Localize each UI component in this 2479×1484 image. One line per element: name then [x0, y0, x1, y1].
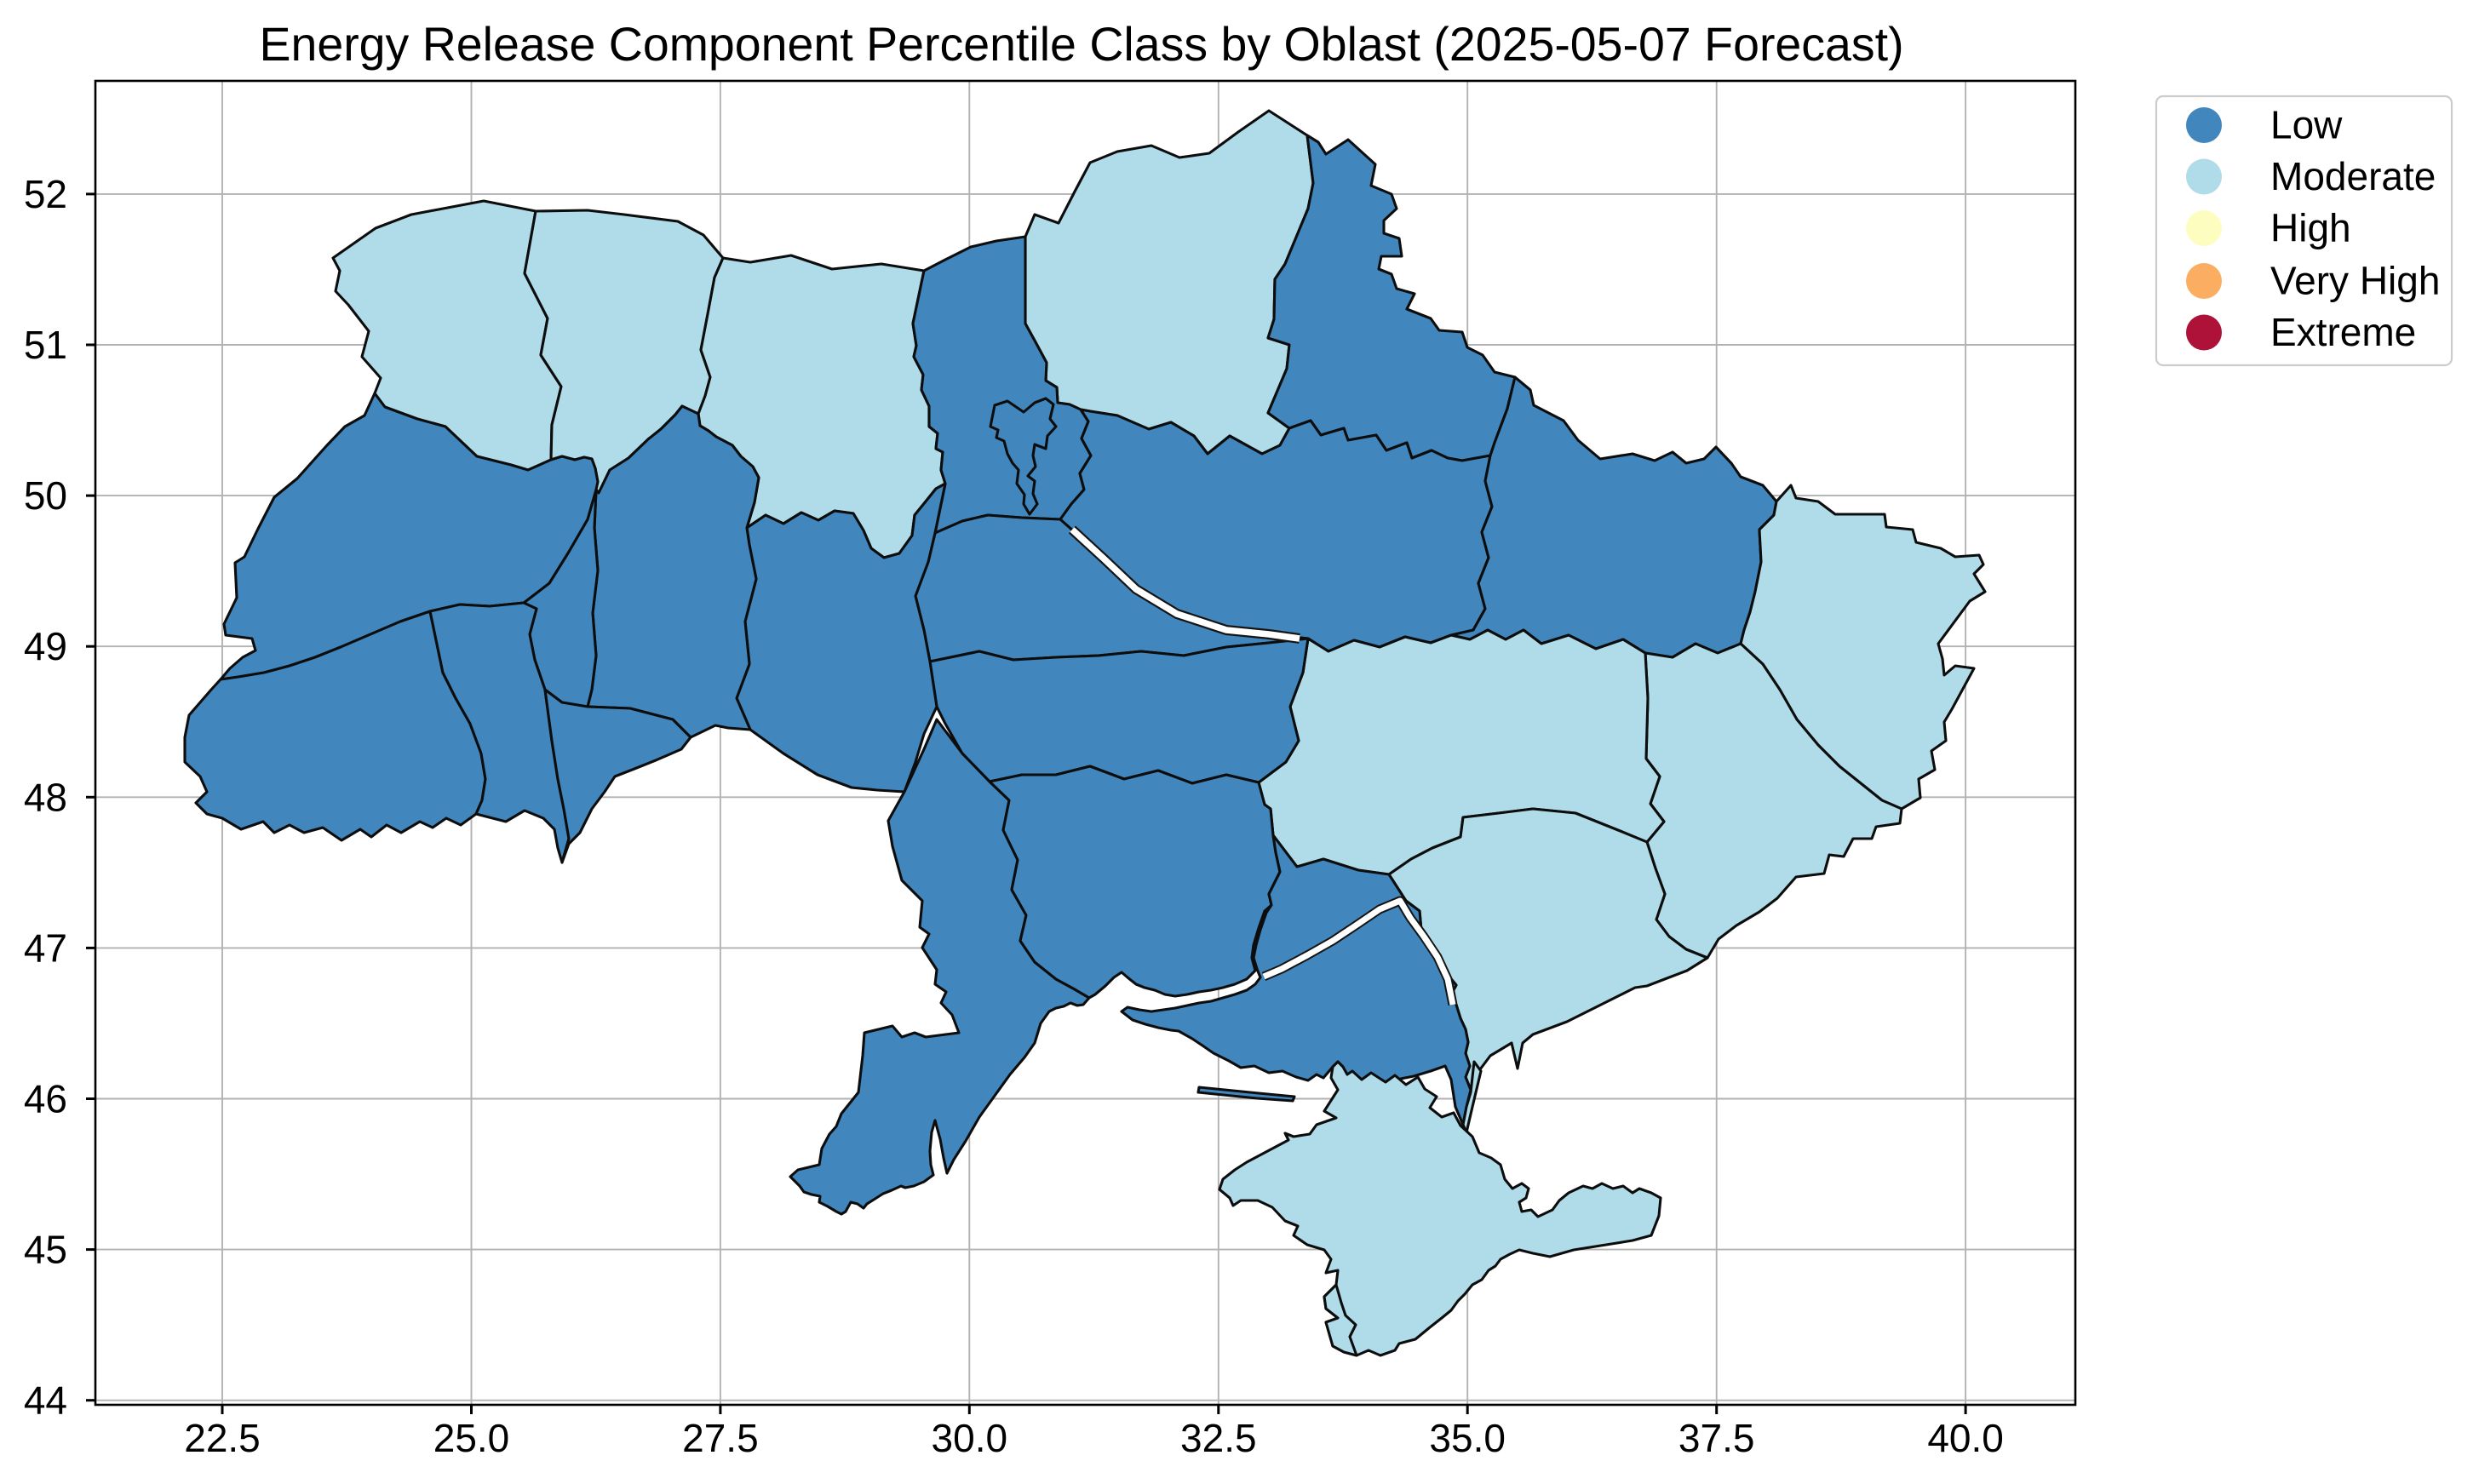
svg-text:Very High: Very High	[2270, 259, 2440, 303]
svg-text:25.0: 25.0	[433, 1416, 510, 1460]
svg-text:47: 47	[24, 925, 67, 970]
svg-text:40.0: 40.0	[1927, 1416, 2004, 1460]
svg-text:37.5: 37.5	[1678, 1416, 1755, 1460]
svg-text:Energy Release Component Perce: Energy Release Component Percentile Clas…	[259, 18, 1903, 71]
svg-text:49: 49	[24, 624, 67, 668]
svg-text:Low: Low	[2270, 103, 2343, 147]
svg-text:52: 52	[24, 172, 67, 216]
svg-text:High: High	[2270, 206, 2351, 250]
svg-text:32.5: 32.5	[1180, 1416, 1257, 1460]
svg-text:50: 50	[24, 473, 67, 518]
svg-text:46: 46	[24, 1077, 67, 1121]
svg-text:22.5: 22.5	[184, 1416, 261, 1460]
svg-text:51: 51	[24, 323, 67, 367]
svg-text:Extreme: Extreme	[2270, 310, 2416, 354]
svg-text:30.0: 30.0	[932, 1416, 1008, 1460]
svg-text:48: 48	[24, 775, 67, 819]
svg-text:44: 44	[24, 1378, 67, 1423]
svg-text:35.0: 35.0	[1429, 1416, 1506, 1460]
svg-text:Moderate: Moderate	[2270, 154, 2436, 198]
svg-text:27.5: 27.5	[682, 1416, 759, 1460]
svg-text:45: 45	[24, 1228, 67, 1272]
